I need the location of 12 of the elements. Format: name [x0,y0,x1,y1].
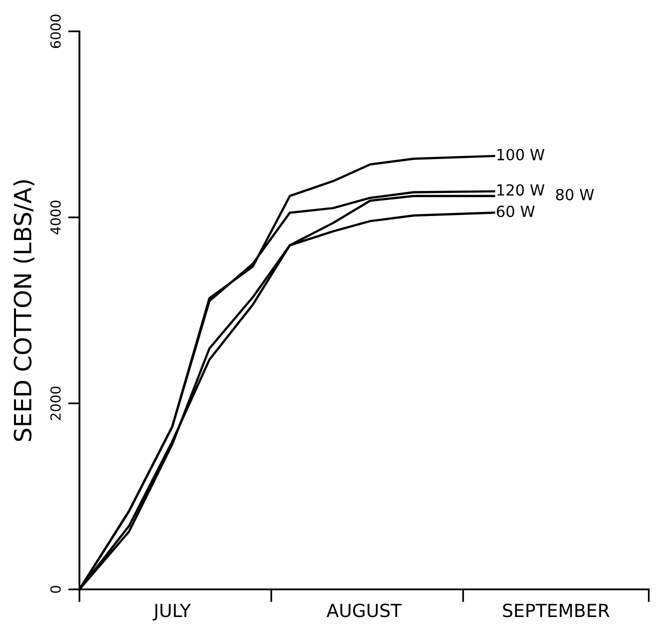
y-tick-label: 2000 [50,386,61,420]
series-label: 100 W [497,148,544,160]
text: 80 W [556,188,594,200]
x-tick-label: JULY [152,604,191,621]
y-tick-label: 4000 [50,200,61,234]
series-label: 60 W [496,206,535,218]
x-tick-label: SEPTEMBER [503,604,610,618]
y-axis-title: SEED COTTON (LBS/A) [13,180,34,441]
x-tick-label: AUGUST [326,604,402,618]
series-label: 120 W [497,184,544,196]
y-tick-label: 0 [50,586,61,593]
y-tick-label: 6000 [50,14,61,48]
